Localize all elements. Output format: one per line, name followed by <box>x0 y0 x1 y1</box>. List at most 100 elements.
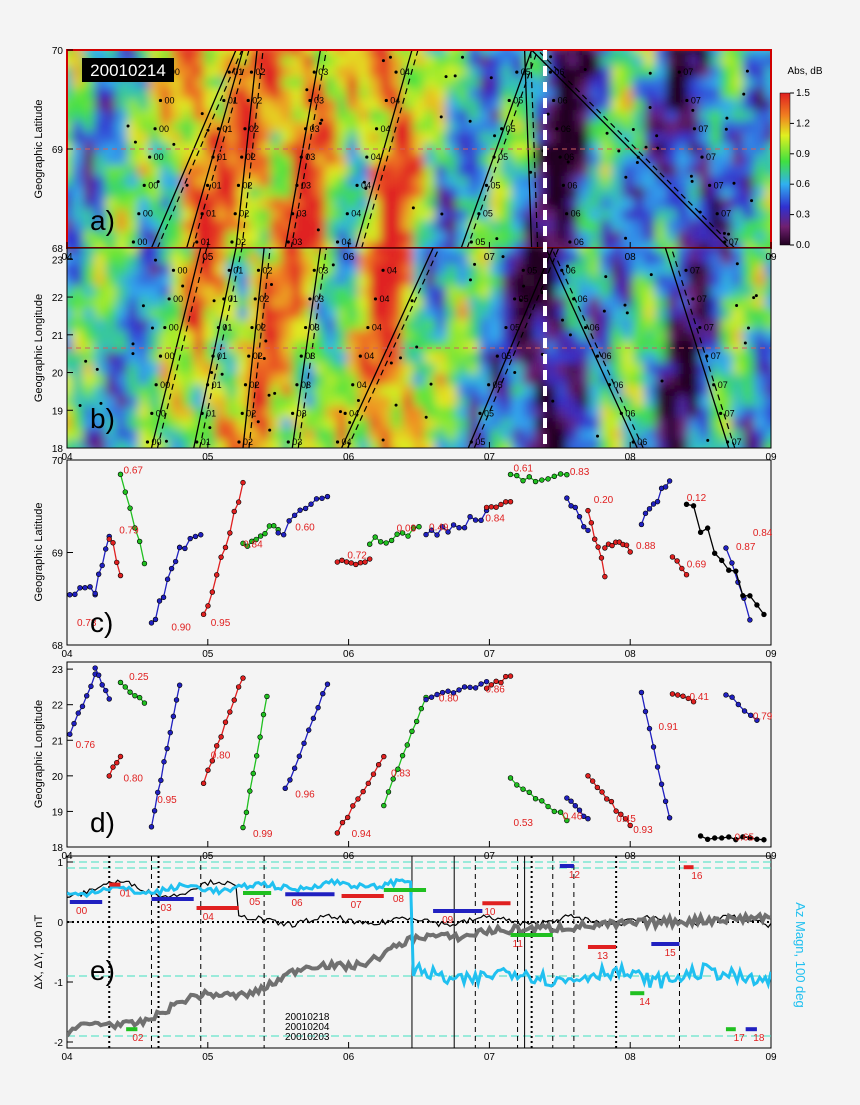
heatmap-cell <box>270 418 282 430</box>
x-tick-label: 08 <box>625 649 637 660</box>
heatmap-cell <box>776 385 788 397</box>
heatmap-cell <box>743 165 755 177</box>
heatmap-cell <box>204 396 216 408</box>
beam-label: 06 <box>558 95 568 105</box>
scatter-dot <box>605 131 609 135</box>
heatmap-cell <box>666 154 678 166</box>
beam-dot <box>565 212 569 216</box>
heatmap-cell <box>336 50 348 56</box>
beam-label: 07 <box>732 437 742 447</box>
x-tick-label: 06 <box>343 452 355 463</box>
heatmap-cell <box>435 154 447 166</box>
heatmap-cell <box>138 264 150 276</box>
heatmap-cell <box>523 99 535 111</box>
heatmap-cell <box>380 407 392 419</box>
heatmap-cell <box>182 396 194 408</box>
heatmap-cell <box>512 209 524 221</box>
heatmap-cell <box>336 418 348 430</box>
heatmap-cell <box>655 55 667 67</box>
heatmap-cell <box>567 198 579 210</box>
heatmap-cell <box>369 253 381 265</box>
heatmap-cell <box>754 165 766 177</box>
panel-d-letter: d) <box>90 807 115 838</box>
scatter-dot <box>172 142 176 146</box>
heatmap-cell <box>468 198 480 210</box>
heatmap-cell <box>248 143 260 155</box>
heatmap-cell <box>556 176 568 188</box>
heatmap-cell <box>67 55 73 67</box>
heatmap-cell <box>105 154 117 166</box>
heatmap-cell <box>292 242 304 248</box>
heatmap-cell <box>204 198 216 210</box>
track-point <box>84 693 90 699</box>
heatmap-cell <box>490 110 502 122</box>
track-point <box>551 808 558 815</box>
heatmap-cell <box>116 220 128 232</box>
heatmap-cell <box>512 407 524 419</box>
correlation-label: 0.86 <box>485 685 505 696</box>
heatmap-cell <box>611 165 623 177</box>
x-tick-label: 06 <box>343 851 355 862</box>
heatmap-cell <box>402 88 414 100</box>
heatmap-cell <box>116 275 128 287</box>
track-point <box>658 781 665 787</box>
heatmap-cell <box>512 352 524 364</box>
heatmap-cell <box>512 286 524 298</box>
heatmap-cell <box>479 319 491 331</box>
heatmap-cell <box>578 297 590 309</box>
heatmap-cell <box>391 99 403 111</box>
heatmap-cell <box>380 385 392 397</box>
segment-label: 07 <box>351 900 363 911</box>
heatmap-cell <box>644 154 656 166</box>
scatter-dot <box>268 428 272 432</box>
heatmap-cell <box>743 363 755 375</box>
heatmap-cell <box>281 55 293 67</box>
correlation-label: 0.53 <box>514 818 534 829</box>
beam-dot <box>715 212 719 216</box>
heatmap-cell <box>116 209 128 221</box>
heatmap-cell <box>94 352 106 364</box>
beam-label: 03 <box>305 152 315 162</box>
heatmap-cell <box>67 308 73 320</box>
heatmap-cell <box>468 176 480 188</box>
heatmap-cell <box>457 154 469 166</box>
heatmap-cell <box>259 187 271 199</box>
heatmap-cell <box>369 66 381 78</box>
heatmap-cell <box>358 66 370 78</box>
heatmap-cell <box>545 308 557 320</box>
heatmap-cell <box>149 330 161 342</box>
heatmap-cell <box>160 220 172 232</box>
scatter-dot <box>453 74 457 78</box>
heatmap-cell <box>776 308 788 320</box>
heatmap-cell <box>732 88 744 100</box>
heatmap-cell <box>67 132 73 144</box>
heatmap-cell <box>237 374 249 386</box>
heatmap-cell <box>116 110 128 122</box>
heatmap-cell <box>292 396 304 408</box>
heatmap-cell <box>105 242 117 248</box>
beam-label: 04 <box>371 152 381 162</box>
segment-label: 13 <box>597 951 609 962</box>
track-point <box>507 499 514 505</box>
heatmap-cell <box>424 187 436 199</box>
beam-dot <box>137 212 141 216</box>
panel-b-letter: b) <box>90 403 115 434</box>
heatmap-cell <box>611 66 623 78</box>
heatmap-cell <box>490 264 502 276</box>
scatter-dot <box>493 134 497 138</box>
heatmap-cell <box>358 407 370 419</box>
heatmap-cell <box>127 99 139 111</box>
heatmap-cell <box>391 429 403 441</box>
heatmap-cell <box>567 429 579 441</box>
track-point <box>122 489 128 495</box>
beam-label: 00 <box>143 209 153 219</box>
heatmap-cell <box>67 352 73 364</box>
heatmap-cell <box>127 220 139 232</box>
heatmap-cell <box>270 286 282 298</box>
heatmap-cell <box>699 50 711 56</box>
heatmap-cell <box>72 88 84 100</box>
heatmap-cell <box>490 165 502 177</box>
scatter-dot <box>220 372 224 376</box>
heatmap-cell <box>446 50 458 56</box>
heatmap-cell <box>72 363 84 375</box>
